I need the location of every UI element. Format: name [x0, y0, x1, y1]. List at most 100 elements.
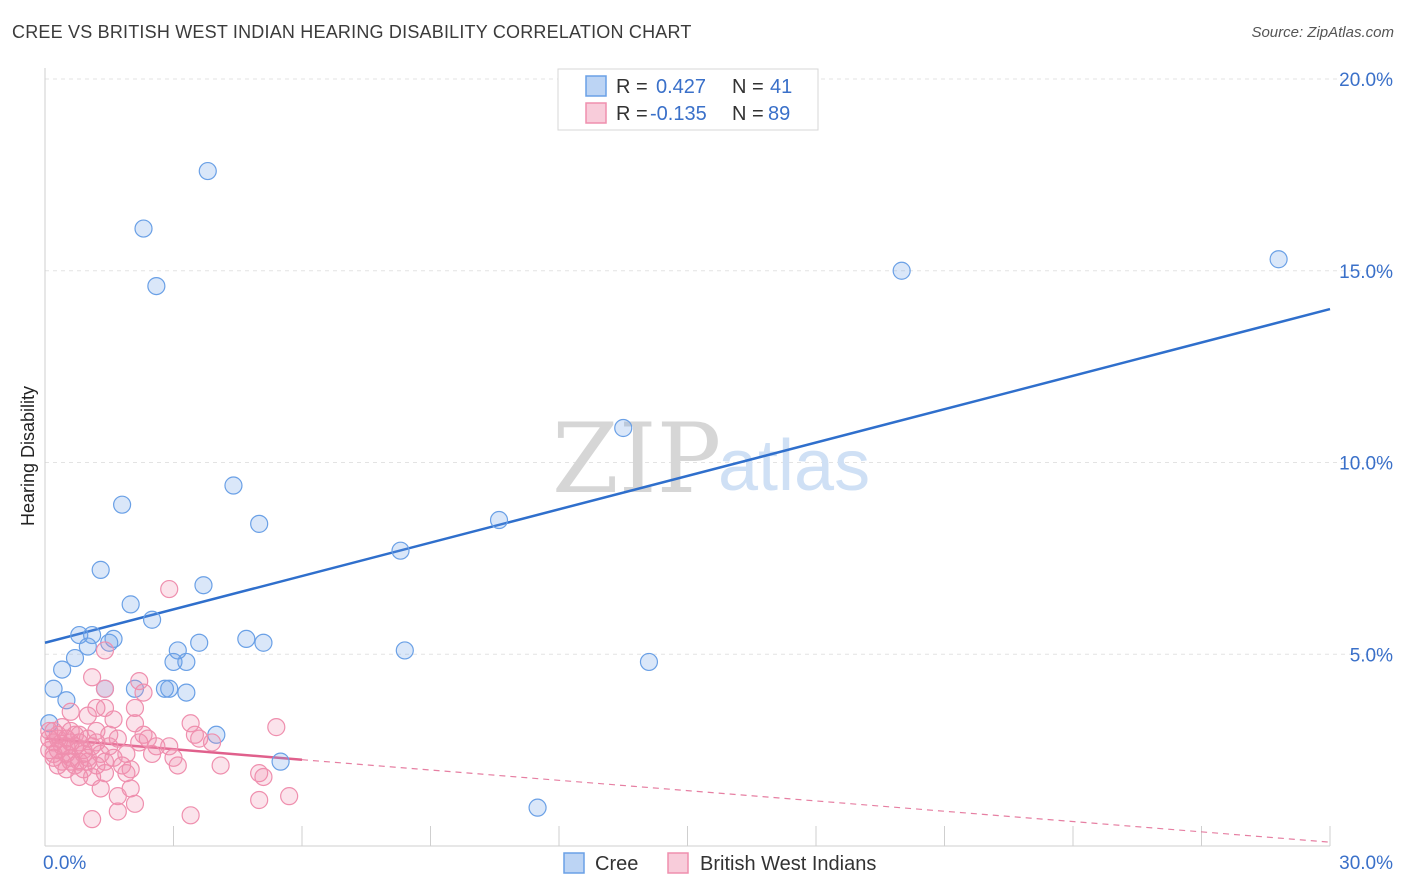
legend-bottom-swatch-bwi	[667, 852, 689, 874]
y-tick-label: 10.0%	[1339, 454, 1393, 475]
cree-point	[190, 633, 209, 652]
bwi-point	[87, 721, 106, 741]
bwi-point	[78, 748, 97, 767]
bwi-point	[104, 710, 123, 729]
bwi-point	[95, 641, 115, 660]
bwi-point	[254, 767, 273, 787]
cree-point	[177, 652, 196, 672]
legend-n-label-cree: N =	[732, 76, 764, 98]
bwi-point	[168, 756, 187, 775]
watermark: ZIP atlas	[552, 403, 870, 515]
cree-point	[391, 541, 410, 560]
bwi-point	[83, 668, 102, 687]
legend-n-label-bwi: N =	[732, 103, 764, 125]
cree-point	[237, 629, 256, 649]
watermark-atlas: atlas	[718, 426, 870, 506]
cree-point	[155, 679, 175, 698]
cree-point	[147, 276, 166, 296]
legend-bottom-swatch-cree	[563, 852, 585, 874]
cree-point	[614, 418, 633, 438]
cree-point	[250, 514, 269, 533]
cree-point	[892, 261, 911, 280]
bwi-point	[108, 802, 127, 821]
bwi-point	[147, 737, 166, 756]
x-tick-label: 30.0%	[1339, 853, 1393, 874]
bwi-point	[70, 767, 89, 787]
cree-trend-line	[44, 307, 1331, 644]
legend-r-value-cree: 0.427	[656, 76, 706, 98]
cree-point	[78, 637, 97, 656]
grid-lines	[45, 78, 1392, 655]
bwi-point	[190, 729, 209, 748]
y-tick-label: 15.0%	[1339, 262, 1393, 283]
cree-point	[489, 510, 509, 530]
bwi-point	[280, 787, 299, 806]
cree-point	[224, 476, 243, 495]
cree-point	[164, 652, 183, 672]
bwi-point	[91, 779, 110, 798]
bwi-point	[121, 779, 140, 798]
bwi-point	[40, 721, 59, 741]
cree-point	[53, 660, 72, 679]
cree-point	[112, 495, 132, 514]
bwi-point	[125, 794, 145, 813]
bwi-point	[130, 733, 149, 752]
cree-point	[65, 648, 85, 668]
cree-point	[271, 752, 290, 771]
legend-n-value-bwi: 89	[768, 103, 790, 125]
bwi-point	[121, 760, 140, 779]
legend-bottom: Cree British West Indians	[563, 852, 876, 875]
data-points	[40, 161, 1288, 829]
legend-box	[557, 68, 819, 131]
bwi-point	[108, 729, 127, 748]
cree-point	[254, 633, 273, 652]
y-tick-label: 5.0%	[1350, 645, 1393, 666]
bwi-point	[181, 806, 200, 825]
cree-point	[160, 679, 179, 698]
cree-point	[395, 641, 414, 660]
bwi-point	[267, 718, 286, 737]
legend-r-label-bwi: R =	[616, 103, 648, 125]
legend-r-value-bwi: -0.135	[650, 103, 707, 125]
chart-title: CREE VS BRITISH WEST INDIAN HEARING DISA…	[12, 22, 692, 42]
legend-swatch-cree	[585, 75, 607, 97]
watermark-zip: ZIP	[552, 403, 721, 515]
cree-point	[121, 595, 140, 614]
bwi-trend-line-extension	[301, 759, 1331, 843]
bwi-point	[95, 752, 115, 771]
cree-point	[198, 161, 217, 181]
legend-n-value-cree: 41	[770, 76, 792, 98]
y-tick-label: 20.0%	[1339, 70, 1393, 91]
legend-bottom-label-bwi: British West Indians	[700, 853, 876, 875]
bwi-point	[130, 671, 149, 691]
cree-point	[142, 610, 162, 629]
chart-source: Source: ZipAtlas.com	[1251, 24, 1394, 41]
bwi-point	[211, 756, 230, 775]
bwi-point	[70, 733, 89, 752]
bwi-point	[181, 714, 200, 733]
x-tick-label: 0.0%	[43, 853, 86, 874]
cree-point	[639, 652, 659, 672]
cree-point	[528, 798, 547, 817]
bwi-point	[61, 702, 80, 721]
legend-top: R = 0.427 N = 41 R = -0.135 N = 89	[557, 68, 819, 131]
bwi-point	[160, 737, 179, 756]
bwi-point	[78, 706, 97, 725]
legend-swatch-bwi	[585, 102, 607, 124]
bwi-point	[95, 679, 115, 698]
cree-point	[57, 691, 76, 710]
bwi-point	[134, 683, 153, 702]
bwi-point	[61, 752, 80, 771]
cree-point	[177, 683, 196, 702]
bwi-point	[250, 790, 269, 810]
legend-r-label-cree: R =	[616, 76, 648, 98]
cree-point	[83, 625, 102, 645]
cree-point	[1269, 250, 1288, 269]
cree-point	[194, 576, 213, 595]
cree-point	[134, 219, 153, 238]
bwi-point	[160, 579, 179, 599]
legend-bottom-label-cree: Cree	[595, 853, 638, 875]
tick-labels: 5.0% 10.0% 15.0% 20.0% 0.0% 30.0%	[43, 70, 1393, 874]
cree-point	[44, 679, 63, 698]
